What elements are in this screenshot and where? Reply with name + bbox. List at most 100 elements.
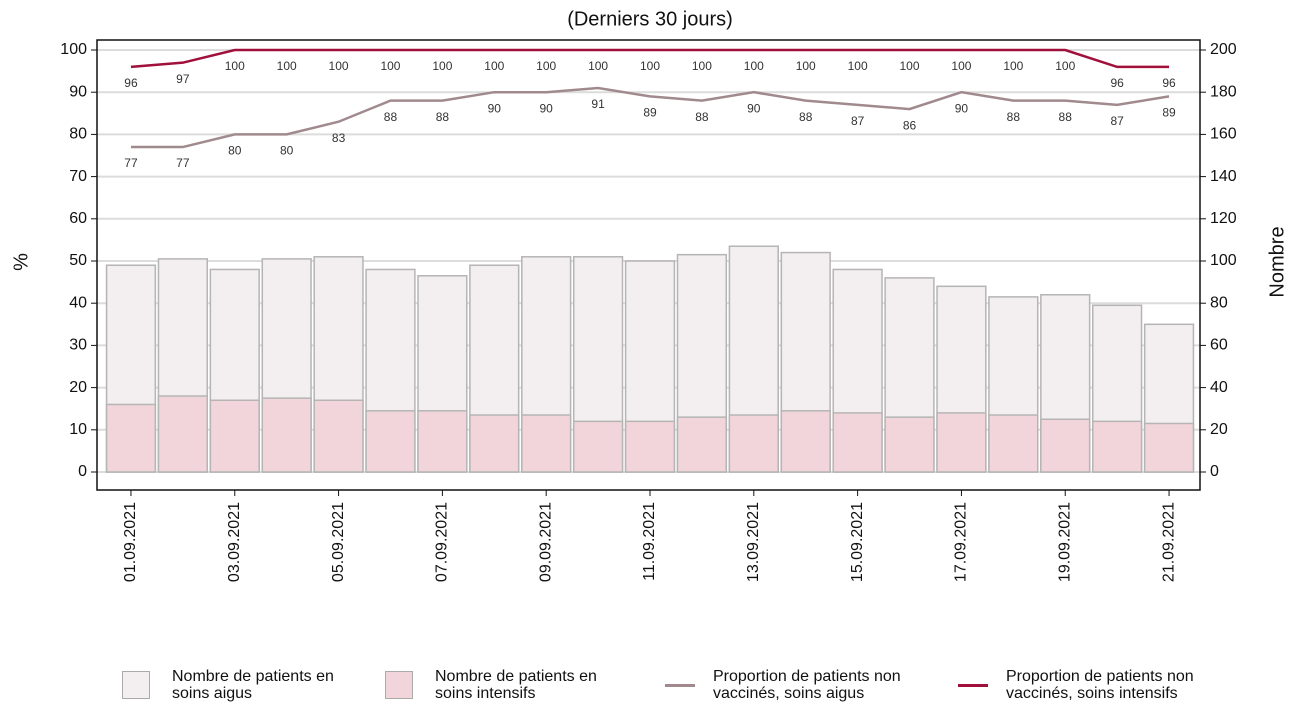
data-label: 100 (432, 59, 452, 73)
y-tick-label: 70 (69, 168, 87, 185)
data-label: 100 (744, 59, 764, 73)
data-label: 100 (692, 59, 712, 73)
data-label: 91 (591, 97, 605, 111)
bar (469, 414, 520, 473)
y-tick-label: 100 (60, 41, 87, 58)
bar (780, 410, 831, 473)
x-tick-label: 17.09.2021 (953, 502, 970, 582)
y2-axis-title: Nombre (1266, 226, 1288, 297)
x-tick-label: 05.09.2021 (330, 502, 347, 582)
legend-swatch (665, 683, 695, 687)
data-label: 89 (1162, 106, 1176, 120)
data-label: 100 (951, 59, 971, 73)
bar (676, 416, 728, 473)
legend-item: Proportion de patients non vaccinés, soi… (665, 668, 918, 702)
bar (157, 395, 209, 473)
x-tick-label: 11.09.2021 (641, 502, 658, 581)
legend-label: Proportion de patients non vaccinés, soi… (1006, 668, 1194, 702)
data-label: 80 (280, 144, 294, 158)
data-label: 89 (643, 106, 657, 120)
legend-swatch (385, 671, 413, 699)
y2-tick-label: 80 (1210, 294, 1228, 311)
data-label: 87 (851, 114, 865, 128)
bar (936, 412, 987, 473)
data-label: 97 (176, 72, 190, 86)
data-label: 96 (124, 76, 138, 90)
bar (1040, 418, 1091, 473)
plot-frame (96, 39, 1201, 491)
data-label: 96 (1162, 76, 1176, 90)
data-label: 88 (799, 110, 813, 124)
bar (884, 416, 935, 473)
y2-tick-label: 20 (1210, 421, 1228, 438)
bar (624, 420, 676, 473)
data-label: 100 (536, 59, 556, 73)
x-tick-label: 13.09.2021 (745, 502, 762, 582)
x-tick-label: 03.09.2021 (226, 502, 243, 582)
bar (1091, 420, 1143, 473)
data-label: 100 (225, 59, 245, 73)
legend-label: Nombre de patients en soins intensifs (435, 668, 597, 702)
y2-tick-label: 180 (1210, 83, 1237, 100)
legend-item: Nombre de patients en soins aigus (122, 668, 352, 702)
data-label: 87 (1110, 114, 1124, 128)
bar (209, 399, 260, 473)
legend-label: Nombre de patients en soins aigus (172, 668, 334, 702)
bar (572, 420, 624, 473)
y-tick-label: 50 (69, 252, 87, 269)
y-axis-title: % (10, 253, 32, 271)
data-label: 100 (329, 59, 349, 73)
x-tick-label: 15.09.2021 (849, 502, 866, 582)
data-label: 100 (796, 59, 816, 73)
data-label: 88 (436, 110, 450, 124)
legend-swatch (958, 683, 988, 687)
data-label: 100 (380, 59, 400, 73)
data-label: 77 (124, 156, 138, 170)
y2-tick-label: 100 (1210, 252, 1237, 269)
data-label: 77 (176, 156, 190, 170)
data-label: 90 (488, 101, 502, 115)
bar (1143, 422, 1195, 473)
data-label: 83 (332, 131, 346, 145)
y-tick-label: 0 (78, 463, 87, 480)
y-tick-label: 20 (69, 379, 87, 396)
x-tick-label: 21.09.2021 (1160, 502, 1177, 582)
y2-tick-label: 40 (1210, 379, 1228, 396)
bar (105, 403, 157, 473)
bar (988, 414, 1039, 473)
y2-tick-label: 0 (1210, 463, 1219, 480)
y-tick-label: 90 (69, 83, 87, 100)
y2-tick-label: 200 (1210, 41, 1237, 58)
y-tick-label: 40 (69, 294, 87, 311)
data-label: 100 (484, 59, 504, 73)
data-label: 100 (640, 59, 660, 73)
data-label: 80 (228, 144, 242, 158)
data-label: 100 (1055, 59, 1075, 73)
bar (521, 414, 572, 473)
data-label: 88 (695, 110, 709, 124)
data-label: 90 (747, 101, 761, 115)
data-label: 86 (903, 118, 917, 132)
data-label: 100 (588, 59, 608, 73)
bar (261, 397, 312, 473)
x-tick-label: 19.09.2021 (1056, 502, 1073, 582)
data-label: 88 (1007, 110, 1021, 124)
y2-tick-label: 140 (1210, 168, 1237, 185)
line (130, 86, 1170, 149)
y-tick-label: 30 (69, 337, 87, 354)
y-tick-label: 10 (69, 421, 87, 438)
bar (417, 410, 468, 473)
data-label: 96 (1110, 76, 1124, 90)
data-label: 100 (1003, 59, 1023, 73)
y2-tick-label: 60 (1210, 337, 1228, 354)
bar (832, 412, 883, 473)
data-label: 90 (955, 101, 969, 115)
data-label: 90 (540, 101, 554, 115)
line (130, 48, 1170, 69)
x-tick-label: 09.09.2021 (537, 502, 554, 582)
data-label: 100 (277, 59, 297, 73)
chart-title: (Derniers 30 jours) (567, 8, 733, 30)
data-label: 100 (900, 59, 920, 73)
